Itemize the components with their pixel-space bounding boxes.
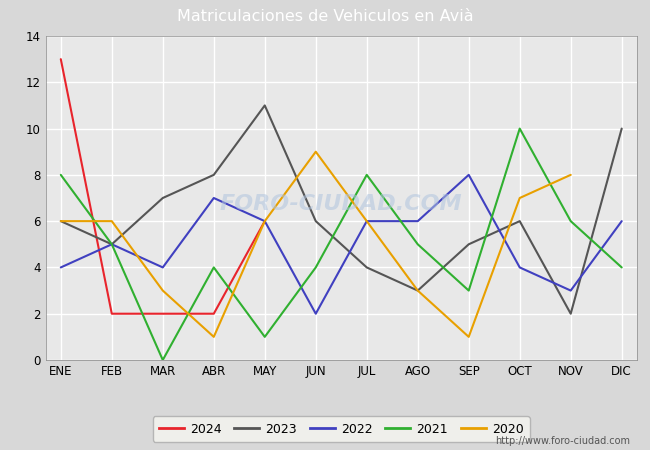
Text: FORO-CIUDAD.COM: FORO-CIUDAD.COM xyxy=(220,194,463,215)
Legend: 2024, 2023, 2022, 2021, 2020: 2024, 2023, 2022, 2021, 2020 xyxy=(153,416,530,442)
Text: http://www.foro-ciudad.com: http://www.foro-ciudad.com xyxy=(495,436,630,446)
Text: Matriculaciones de Vehiculos en Avià: Matriculaciones de Vehiculos en Avià xyxy=(177,9,473,24)
